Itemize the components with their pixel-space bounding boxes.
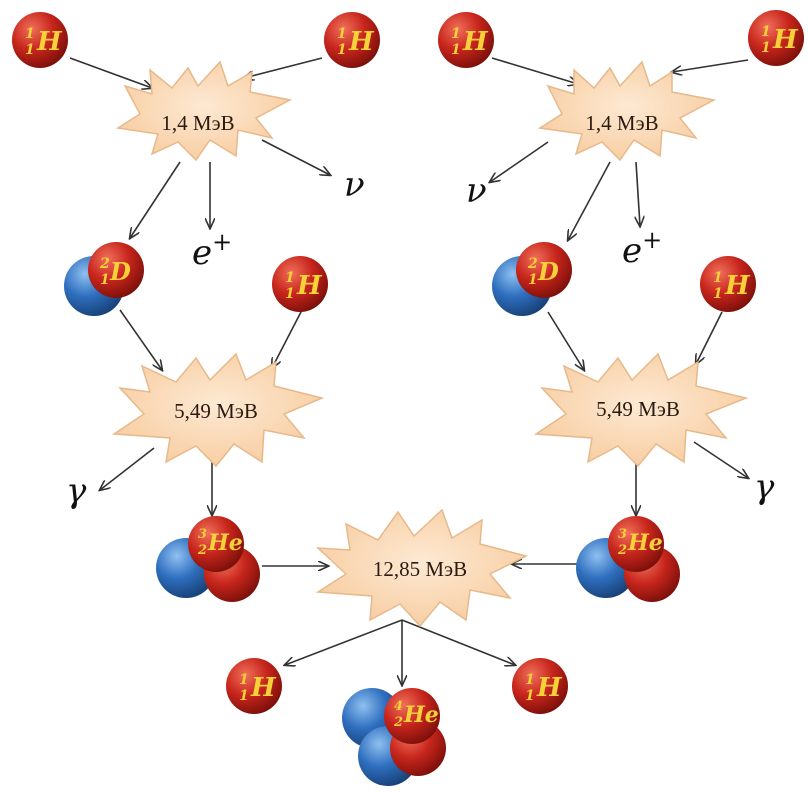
proton-icon: 1 1 H (12, 12, 68, 68)
arrow (568, 161, 611, 240)
energy-burst-pd-left: 5,49 МэВ (111, 352, 325, 468)
proton-icon: 1 1 H (748, 10, 804, 66)
arrow (490, 141, 549, 182)
arrow (693, 441, 748, 478)
svg-text:H: H (348, 27, 375, 57)
neutrino-label: ν (344, 165, 365, 205)
energy-burst-pd-right: 5,49 МэВ (533, 352, 749, 468)
svg-text:1: 1 (525, 688, 535, 704)
energy-label: 1,4 МэВ (585, 111, 658, 135)
deuterium-icon: 2 1 D (492, 242, 572, 316)
svg-text:H: H (536, 673, 563, 703)
energy-burst-pp-right: 1,4 МэВ (537, 60, 717, 162)
svg-text:H: H (36, 27, 63, 57)
svg-text:2: 2 (99, 256, 110, 272)
svg-text:4: 4 (394, 699, 403, 714)
arrow (285, 619, 403, 665)
energy-label: 1,4 МэВ (161, 111, 234, 135)
svg-text:1: 1 (337, 42, 347, 58)
svg-text:D: D (109, 257, 131, 286)
svg-text:He: He (627, 530, 663, 556)
energy-burst-pp-left: 1,4 МэВ (115, 60, 293, 162)
arrow (636, 161, 640, 226)
gamma-label: γ (66, 471, 87, 511)
arrow (696, 311, 723, 364)
proton-icon: 1 1 H (700, 256, 756, 312)
svg-text:2: 2 (393, 715, 403, 730)
svg-text:1: 1 (337, 26, 347, 42)
deuterium-icon: 2 1 D (64, 242, 144, 316)
svg-text:H: H (462, 27, 489, 57)
svg-text:H: H (772, 25, 799, 55)
svg-text:1: 1 (713, 286, 723, 302)
arrow (244, 57, 323, 78)
deuterium-particles: 2 1 D 2 1 D (64, 242, 572, 316)
helium3-icon: 3 2 He (576, 516, 680, 602)
helium3-icon: 3 2 He (156, 516, 260, 602)
svg-text:1: 1 (451, 26, 461, 42)
arrow (401, 619, 515, 665)
svg-text:3: 3 (618, 527, 627, 542)
svg-text:H: H (296, 271, 323, 301)
energy-burst-he: 12,85 МэВ (315, 508, 529, 628)
svg-text:1: 1 (25, 26, 35, 42)
svg-text:2: 2 (197, 543, 207, 558)
svg-text:2: 2 (527, 256, 538, 272)
svg-text:1: 1 (100, 272, 110, 288)
svg-text:1: 1 (239, 688, 249, 704)
svg-text:2: 2 (617, 543, 627, 558)
svg-text:1: 1 (25, 42, 35, 58)
energy-label: 5,49 МэВ (174, 399, 258, 423)
gamma-label: γ (754, 467, 775, 507)
svg-text:1: 1 (761, 24, 771, 40)
emission-labels: ν ν e+ e+ γ γ (66, 165, 775, 511)
svg-text:1: 1 (525, 672, 535, 688)
proton-icon: 1 1 H (324, 12, 380, 68)
arrow (491, 57, 578, 84)
svg-text:He: He (403, 702, 439, 728)
arrow (100, 447, 155, 490)
svg-text:1: 1 (451, 42, 461, 58)
proton-particles: 1 1 H 1 1 H 1 1 H 1 1 H 1 1 H (12, 10, 804, 714)
arrow (69, 57, 152, 88)
proton-icon: 1 1 H (272, 256, 328, 312)
svg-text:1: 1 (239, 672, 249, 688)
svg-text:D: D (537, 257, 559, 286)
helium4-icon: 4 2 He (342, 688, 446, 786)
positron-label: e+ (622, 226, 662, 271)
neutrino-label: ν (466, 171, 487, 211)
arrow (119, 309, 162, 370)
helium3-particles: 3 2 He 3 2 He (156, 516, 680, 602)
svg-text:1: 1 (761, 40, 771, 56)
arrow (130, 161, 181, 238)
arrow (261, 139, 330, 175)
reaction-arrows (69, 57, 749, 685)
positron-label: e+ (192, 228, 232, 273)
svg-text:1: 1 (285, 270, 295, 286)
svg-text:1: 1 (713, 270, 723, 286)
svg-text:1: 1 (528, 272, 538, 288)
svg-text:H: H (250, 673, 277, 703)
proton-icon: 1 1 H (512, 658, 568, 714)
arrow (672, 59, 749, 72)
arrow (272, 309, 303, 368)
proton-icon: 1 1 H (438, 12, 494, 68)
proton-icon: 1 1 H (226, 658, 282, 714)
svg-text:He: He (207, 530, 243, 556)
svg-text:3: 3 (198, 527, 207, 542)
svg-text:1: 1 (285, 286, 295, 302)
arrow (547, 311, 584, 370)
energy-label: 12,85 МэВ (373, 557, 467, 581)
energy-label: 5,49 МэВ (596, 397, 680, 421)
svg-text:H: H (724, 271, 751, 301)
